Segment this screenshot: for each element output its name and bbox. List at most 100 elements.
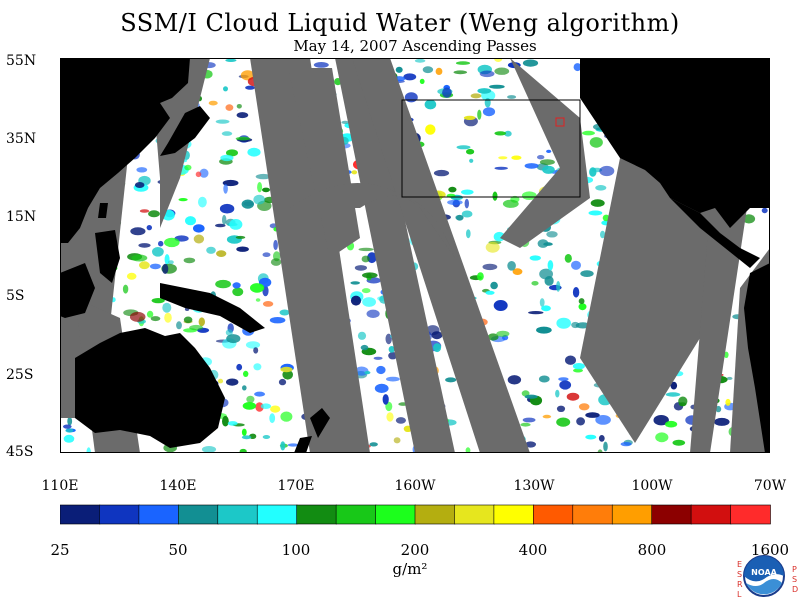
land-japan: [160, 106, 210, 156]
cloud-speckle: [367, 252, 377, 264]
colorbar-tick-label: 200: [400, 541, 430, 559]
cloud-speckle: [86, 447, 91, 453]
cloud-speckle: [455, 214, 464, 221]
cloud-speckle: [257, 182, 263, 193]
cloud-speckle: [485, 290, 495, 295]
cloud-speckle: [278, 378, 287, 386]
cloud-speckle: [385, 333, 392, 345]
lon-label-160w: 160W: [394, 478, 436, 494]
cloud-speckle: [424, 99, 437, 110]
cloud-speckle: [580, 270, 594, 277]
cloud-speckle: [245, 85, 256, 90]
cloud-speckle: [466, 229, 471, 239]
cloud-speckle: [158, 240, 164, 247]
cloud-speckle: [139, 261, 150, 270]
swath-gap: [290, 183, 455, 258]
colorbar-swatch: [533, 504, 574, 525]
cloud-speckle: [564, 254, 572, 263]
cloud-speckle: [139, 209, 150, 213]
cloud-speckle: [341, 120, 349, 124]
colorbar-swatch: [493, 504, 535, 525]
cloud-speckle: [670, 381, 678, 390]
cloud-speckle: [487, 333, 499, 341]
cloud-speckle: [227, 421, 238, 426]
cloud-speckle: [168, 260, 174, 265]
cloud-speckle: [522, 417, 536, 423]
cloud-speckle: [470, 93, 482, 99]
cloud-speckle: [524, 163, 539, 169]
cloud-speckle: [150, 316, 161, 322]
cloud-speckle: [724, 351, 729, 358]
cloud-speckle: [373, 356, 383, 360]
cloud-speckle: [539, 298, 545, 307]
cloud-speckle: [262, 301, 274, 307]
cloud-speckle: [183, 257, 196, 264]
cloud-speckle: [382, 394, 389, 405]
cloud-speckle: [357, 331, 367, 340]
cloud-speckle: [477, 109, 482, 120]
cloud-speckle: [485, 241, 500, 253]
cloud-speckle: [528, 311, 544, 315]
cloud-speckle: [374, 383, 389, 393]
cloud-speckle: [393, 437, 401, 444]
colorbar-swatch: [256, 504, 298, 525]
cloud-speckle: [524, 394, 538, 399]
cloud-speckle: [395, 66, 403, 73]
noaa-logo: NOAA: [743, 555, 785, 597]
cloud-speckle: [136, 167, 148, 173]
cloud-speckle: [490, 281, 498, 290]
noaa-emblem-wave: [746, 579, 782, 595]
cloud-speckle: [556, 317, 571, 329]
cloud-speckle: [386, 376, 400, 382]
cloud-speckle: [542, 165, 555, 174]
cloud-speckle: [260, 403, 272, 410]
cloud-speckle: [512, 268, 523, 275]
land-australia: [75, 328, 225, 448]
cloud-speckle: [726, 376, 733, 380]
cloud-speckle: [556, 281, 561, 292]
colorbar-tick-label: 400: [518, 541, 548, 559]
swath-gap: [352, 58, 530, 453]
cloud-speckle: [455, 61, 471, 65]
cloud-speckle: [511, 155, 522, 160]
cloud-speckle: [536, 326, 552, 334]
lon-label-70w: 70W: [753, 478, 787, 494]
colorbar-tick-label: 25: [50, 541, 70, 559]
swath-gap: [690, 148, 750, 453]
cloud-speckle: [469, 158, 474, 163]
cloud-speckle: [246, 395, 255, 403]
cloud-speckle: [395, 417, 406, 424]
noaa-emblem-sky: [744, 556, 784, 582]
lon-label-170e: 170E: [277, 478, 315, 494]
cloud-speckle: [236, 112, 249, 119]
cloud-speckle: [448, 186, 457, 193]
colorbar-units: g/m²: [392, 560, 428, 578]
cloud-speckle: [388, 346, 395, 353]
cloud-speckle: [541, 305, 551, 312]
cloud-speckle: [195, 171, 202, 178]
cloud-speckle: [193, 234, 205, 244]
cloud-speckle: [576, 417, 585, 426]
cloud-speckle: [217, 378, 224, 384]
cloud-speckle: [232, 282, 241, 289]
cloud-speckle: [178, 198, 188, 202]
cloud-speckle: [164, 312, 172, 323]
cloud-speckle: [149, 263, 161, 270]
cloud-speckle: [226, 334, 241, 344]
cloud-speckle: [184, 164, 192, 171]
lon-label-110e: 110E: [41, 478, 79, 494]
cloud-speckle: [129, 311, 146, 322]
cloud-speckle: [350, 281, 361, 285]
cloud-speckle: [504, 130, 512, 137]
cloud-speckle: [225, 329, 233, 336]
cloud-speckle: [479, 70, 495, 78]
cloud-speckle: [498, 156, 508, 160]
swath-gap: [500, 58, 590, 248]
land-florida-gulf: [715, 183, 735, 213]
cloud-speckle: [578, 403, 590, 411]
cloud-speckle: [358, 247, 374, 252]
cloud-speckle: [225, 58, 237, 62]
lat-label-15n: 15N: [6, 209, 37, 225]
